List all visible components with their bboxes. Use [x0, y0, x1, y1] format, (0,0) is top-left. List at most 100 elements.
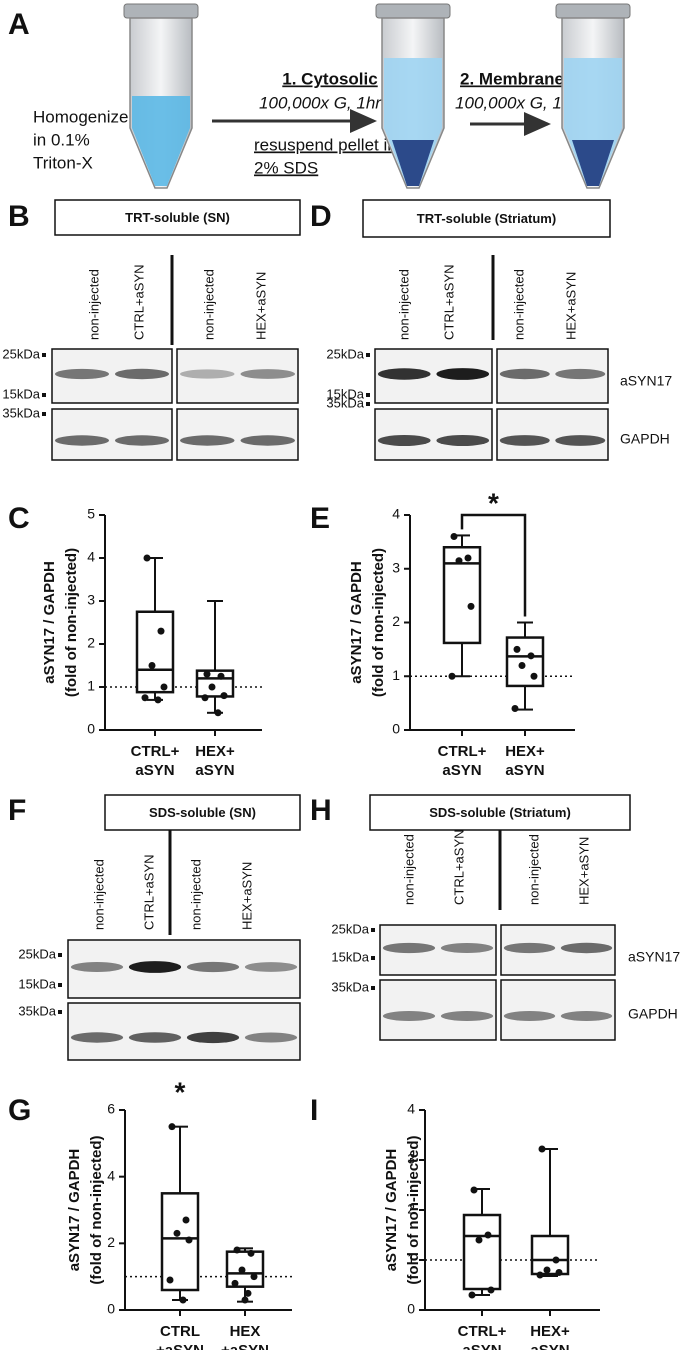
- band: [499, 435, 550, 446]
- blot: [67, 1002, 301, 1061]
- blot: [51, 408, 173, 461]
- band: [560, 942, 613, 954]
- y-tick-label: 0: [392, 721, 400, 737]
- band: [186, 1031, 240, 1044]
- data-point: [543, 1266, 551, 1274]
- band: [377, 368, 431, 380]
- marker-tick: [366, 393, 370, 397]
- x-tick-label: aSYN: [195, 762, 234, 779]
- marker-tick: [371, 928, 375, 932]
- panel-letter: H: [310, 794, 332, 827]
- band: [440, 943, 494, 953]
- tube-cap: [555, 3, 631, 19]
- blot-title-box: [104, 794, 301, 831]
- data-point: [467, 602, 475, 610]
- protein-label: aSYN17: [620, 373, 672, 389]
- data-point: [231, 1279, 239, 1287]
- data-point: [538, 1145, 546, 1153]
- data-point: [468, 1291, 476, 1299]
- blot: [374, 408, 493, 461]
- band: [128, 1032, 182, 1043]
- pellet: [392, 140, 434, 186]
- panel-letter: G: [8, 1094, 31, 1127]
- blot-title: TRT-soluble (SN): [125, 210, 230, 225]
- band: [240, 435, 295, 446]
- marker-tick: [366, 353, 370, 357]
- tube-cap: [375, 3, 451, 19]
- data-point: [208, 683, 216, 691]
- blot: [500, 979, 616, 1041]
- box: [160, 1192, 200, 1292]
- marker-label: 25kDa: [331, 921, 369, 936]
- data-point: [141, 694, 149, 702]
- x-tick-label: HEX+: [530, 1323, 570, 1340]
- panel-letter: C: [8, 502, 30, 535]
- y-axis-label: aSYN17 / GAPDH: [66, 1149, 83, 1272]
- band: [55, 435, 109, 446]
- y-tick-label: 3: [87, 592, 95, 608]
- marker-tick: [58, 1010, 62, 1014]
- marker-label: 35kDa: [331, 979, 369, 994]
- data-point: [143, 554, 151, 562]
- panel-letter: B: [8, 200, 30, 233]
- data-point: [166, 1276, 174, 1284]
- marker-label: 25kDa: [18, 946, 56, 961]
- y-axis-label: aSYN17 / GAPDH: [41, 561, 58, 684]
- y-tick-label: 3: [407, 1151, 415, 1167]
- step-condition: 100,000x G, 1hr: [259, 93, 382, 112]
- lane-label: CTRL+aSYN: [131, 265, 146, 341]
- box: [462, 1213, 502, 1291]
- marker-tick: [58, 953, 62, 957]
- data-point: [241, 1296, 249, 1304]
- marker-tick: [371, 986, 375, 990]
- x-tick-label: aSYN: [442, 762, 481, 779]
- band: [377, 435, 431, 446]
- step-condition: 100,000x G, 1hr: [455, 93, 578, 112]
- band: [555, 435, 606, 446]
- data-point: [455, 557, 463, 565]
- marker-tick: [366, 402, 370, 406]
- marker-tick: [58, 983, 62, 987]
- protein-label: GAPDH: [628, 1006, 678, 1022]
- y-axis-label: aSYN17 / GAPDH: [383, 1149, 400, 1272]
- band: [70, 962, 124, 972]
- band: [382, 942, 436, 954]
- y-tick-label: 2: [107, 1234, 115, 1250]
- data-point: [154, 696, 162, 704]
- lane-label: CTRL+aSYN: [441, 265, 456, 341]
- y-tick-label: 4: [107, 1167, 115, 1183]
- band: [70, 1032, 124, 1043]
- lane-label: non-injected: [86, 269, 101, 340]
- marker-tick: [42, 353, 46, 357]
- data-point: [464, 554, 472, 562]
- marker-label: 35kDa: [18, 1003, 56, 1018]
- lane-label: non-injected: [526, 834, 541, 905]
- box: [195, 669, 235, 698]
- marker-label: 15kDa: [18, 976, 56, 991]
- blot-title: SDS-soluble (Striatum): [429, 805, 571, 820]
- marker-label: 25kDa: [2, 346, 40, 361]
- y-tick-label: 2: [407, 1201, 415, 1217]
- box: [505, 636, 545, 688]
- step0-text: Homogenize in 0.1% Triton-X: [33, 107, 128, 172]
- x-tick-label: HEX: [230, 1323, 261, 1340]
- y-tick-label: 1: [392, 667, 400, 683]
- y-tick-label: 6: [107, 1101, 115, 1117]
- data-point: [238, 1266, 246, 1274]
- panel-letter: E: [310, 502, 330, 535]
- lane-label: CTRL+aSYN: [141, 855, 156, 931]
- blot: [379, 979, 497, 1041]
- step-text: in 0.1%: [33, 130, 90, 149]
- y-tick-label: 3: [392, 559, 400, 575]
- marker-label: 25kDa: [326, 346, 364, 361]
- tubes: [123, 3, 631, 189]
- data-point: [448, 672, 456, 680]
- data-point: [185, 1236, 193, 1244]
- protein-label: aSYN17: [628, 949, 680, 965]
- y-tick-label: 1: [87, 678, 95, 694]
- marker-label: 15kDa: [2, 386, 40, 401]
- lane-label: non-injected: [396, 269, 411, 340]
- band: [440, 1011, 494, 1021]
- data-point: [160, 683, 168, 691]
